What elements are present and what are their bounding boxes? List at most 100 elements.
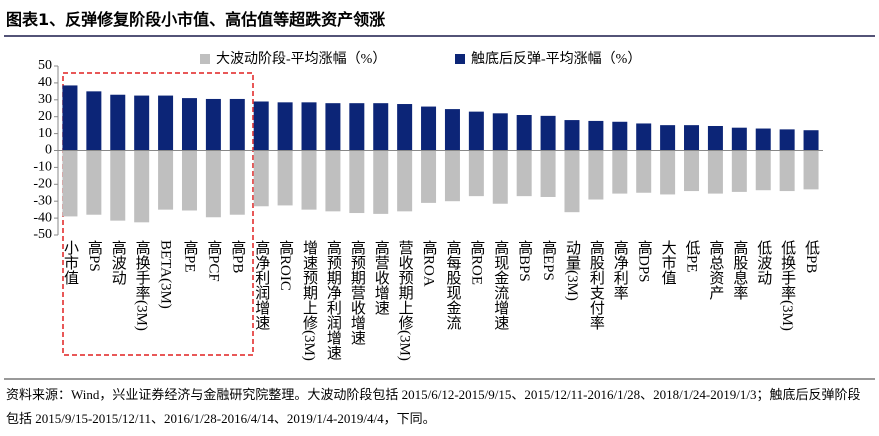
bar xyxy=(62,85,78,151)
x-tick-label: 高每股现金流 xyxy=(444,240,461,330)
bar xyxy=(325,150,341,212)
bar xyxy=(301,150,317,210)
bar xyxy=(707,125,723,151)
bar xyxy=(181,150,197,211)
bar xyxy=(540,115,556,151)
x-tick-label: BETA(3M) xyxy=(157,240,174,309)
bar xyxy=(253,150,269,207)
x-tick-label: 高ROIC xyxy=(277,240,294,291)
y-tick-label: 50 xyxy=(38,58,52,73)
bar xyxy=(755,150,771,191)
bar xyxy=(134,95,150,151)
bar xyxy=(731,127,747,151)
bar xyxy=(468,150,484,197)
x-tick-label: 高PB xyxy=(229,240,246,274)
bar xyxy=(373,103,389,151)
y-tick-label: -50 xyxy=(33,227,52,242)
x-tick-label: 高DPS xyxy=(635,240,652,283)
y-tick-label: -10 xyxy=(33,160,52,175)
x-tick-label: 高净利润增速 xyxy=(253,240,270,330)
bar xyxy=(516,150,532,197)
x-tick-label: 高预期营收增速 xyxy=(348,240,365,345)
x-tick-label: 高股息率 xyxy=(731,240,748,300)
x-tick-label: 高股利支付率 xyxy=(587,240,604,330)
bar xyxy=(612,121,628,151)
x-tick-label: 高PCF xyxy=(205,240,222,282)
bar xyxy=(349,150,365,214)
bar xyxy=(205,150,221,218)
bar xyxy=(181,98,197,151)
bar xyxy=(325,103,341,151)
bar xyxy=(755,128,771,151)
y-tick-label: 0 xyxy=(45,143,52,158)
x-tick-label: 高换手率(3M) xyxy=(133,240,150,331)
bar xyxy=(86,91,102,151)
x-tick-label: 高预期净利润增速 xyxy=(324,240,341,360)
bar xyxy=(277,102,293,151)
bar xyxy=(110,94,126,151)
bar xyxy=(779,129,795,151)
bar xyxy=(803,150,819,190)
source-note: 资料来源：Wind，兴业证券经济与金融研究院整理。大波动阶段包括 2015/6/… xyxy=(6,387,861,426)
bar xyxy=(636,123,652,151)
bar xyxy=(707,150,723,194)
bar xyxy=(684,125,700,151)
bar xyxy=(492,150,508,204)
bar xyxy=(110,150,126,221)
y-tick-label: -30 xyxy=(33,193,52,208)
legend-swatch xyxy=(455,54,465,64)
bar xyxy=(229,150,245,215)
bar xyxy=(516,115,532,151)
x-tick-label: 高营收增速 xyxy=(372,240,389,315)
bar xyxy=(660,150,676,195)
x-tick-label: 低PE xyxy=(683,240,700,273)
x-tick-label: 低波动 xyxy=(755,240,772,285)
bar xyxy=(588,150,604,200)
x-tick-label: 低PB xyxy=(803,240,820,274)
bar xyxy=(468,111,484,151)
chart-title: 图表1、反弹修复阶段小市值、高估值等超跌资产领涨 xyxy=(6,10,386,29)
bar xyxy=(158,95,174,151)
x-tick-label: 高PE xyxy=(181,240,198,273)
bar xyxy=(660,125,676,151)
x-tick-label: 低换手率(3M) xyxy=(779,240,796,331)
bar xyxy=(444,109,460,151)
y-tick-label: 10 xyxy=(38,126,52,141)
y-tick-label: -20 xyxy=(33,177,52,192)
x-tick-label: 高ROA xyxy=(420,240,437,287)
bar xyxy=(731,150,747,192)
bar xyxy=(301,102,317,151)
bar xyxy=(134,150,150,223)
bar xyxy=(158,150,174,210)
bar xyxy=(421,150,437,203)
y-tick-label: -40 xyxy=(33,210,52,225)
x-tick-label: 增速预期上修(3M) xyxy=(301,240,318,361)
bar xyxy=(397,104,413,151)
x-tick-label: 大市值 xyxy=(659,240,676,285)
bar xyxy=(684,150,700,192)
bar xyxy=(779,150,795,192)
x-tick-label: 小市值 xyxy=(61,240,78,285)
x-tick-label: 高PS xyxy=(85,240,102,272)
bar xyxy=(588,120,604,151)
bar xyxy=(564,120,580,151)
bar xyxy=(397,150,413,212)
bar xyxy=(612,150,628,194)
x-tick-label: 高现金流增速 xyxy=(492,240,509,330)
y-tick-label: 40 xyxy=(38,75,52,90)
x-tick-label: 高EPS xyxy=(540,240,557,281)
bar xyxy=(636,150,652,193)
bar xyxy=(564,150,580,213)
bar xyxy=(540,150,556,197)
bar xyxy=(373,150,389,214)
legend-label: 触底后反弹-平均涨幅（%） xyxy=(471,51,641,67)
bar xyxy=(253,101,269,151)
bar xyxy=(492,113,508,151)
y-tick-label: 30 xyxy=(38,92,52,107)
x-tick-label: 高波动 xyxy=(109,240,126,285)
x-tick-label: 高ROE xyxy=(468,240,485,285)
bar xyxy=(421,106,437,151)
y-tick-label: 20 xyxy=(38,109,52,124)
